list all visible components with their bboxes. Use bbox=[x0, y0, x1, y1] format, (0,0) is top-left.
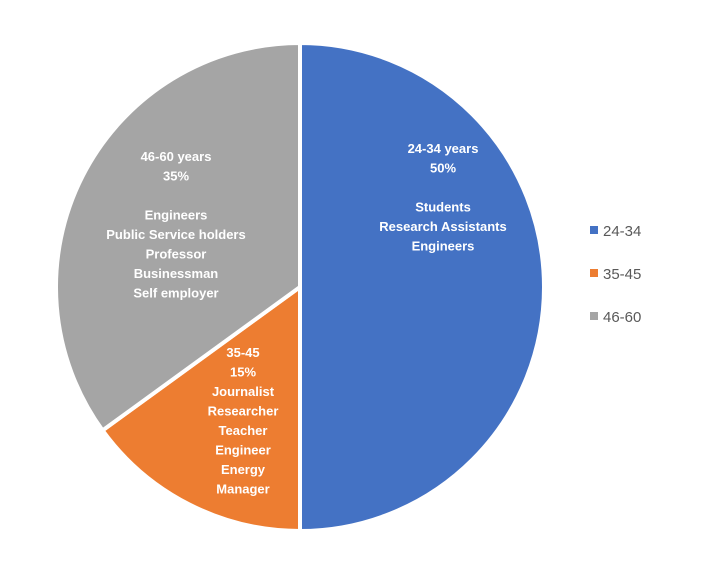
data-label-46-60-line-5: Professor bbox=[146, 247, 207, 262]
data-label-35-45-line-4: Teacher bbox=[219, 423, 268, 438]
pie-slice-46-60 bbox=[54, 41, 302, 433]
pie-slices bbox=[54, 41, 546, 533]
data-label-35-45-line-1: 15% bbox=[230, 365, 256, 380]
data-label-35-45-line-6: Energy bbox=[221, 462, 266, 477]
legend-label-35-45: 35-45 bbox=[603, 266, 641, 283]
pie-slice-24-34 bbox=[298, 41, 546, 533]
data-label-35-45-line-0: 35-45 bbox=[226, 345, 259, 360]
data-label-24-34-line-0: 24-34 years bbox=[408, 141, 479, 156]
data-label-24-34-line-1: 50% bbox=[430, 161, 456, 176]
data-label-24-34-line-4: Research Assistants bbox=[379, 219, 506, 234]
data-label-35-45-line-2: Journalist bbox=[212, 384, 275, 399]
legend-swatch-46-60 bbox=[590, 312, 598, 320]
data-label-46-60-line-4: Public Service holders bbox=[106, 227, 245, 242]
pie-data-labels: 24-34 years 50% Students Research Assistant… bbox=[106, 141, 506, 497]
data-label-46-60-line-3: Engineers bbox=[145, 208, 208, 223]
legend-label-46-60: 46-60 bbox=[603, 309, 641, 326]
legend-swatch-24-34 bbox=[590, 226, 598, 234]
legend: 24-34 35-45 46-60 bbox=[590, 223, 641, 326]
data-label-24-34-line-5: Engineers bbox=[412, 239, 475, 254]
data-label-35-45-line-7: Manager bbox=[216, 482, 269, 497]
data-label-24-34-line-3: Students bbox=[415, 200, 471, 215]
data-label-46-60-line-6: Businessman bbox=[134, 266, 219, 281]
data-label-46-60-line-7: Self employer bbox=[133, 286, 218, 301]
data-label-46-60-line-1: 35% bbox=[163, 169, 189, 184]
pie-slice-35-45 bbox=[100, 285, 302, 533]
legend-label-24-34: 24-34 bbox=[603, 223, 641, 240]
data-label-35-45-line-5: Engineer bbox=[215, 443, 271, 458]
data-label-46-60-line-0: 46-60 years bbox=[141, 149, 212, 164]
legend-swatch-35-45 bbox=[590, 269, 598, 277]
data-label-35-45-line-3: Researcher bbox=[208, 404, 279, 419]
